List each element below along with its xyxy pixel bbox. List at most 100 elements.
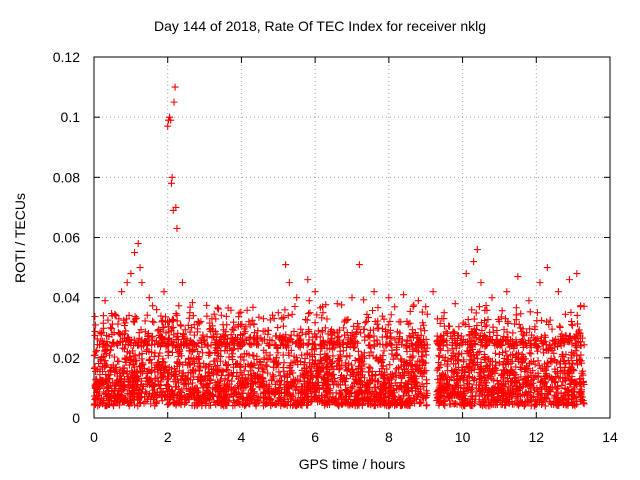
data-point: [565, 276, 573, 284]
data-point-band: [262, 349, 270, 357]
data-point-band: [303, 350, 311, 358]
data-point-band: [205, 395, 213, 403]
data-point-mid: [464, 316, 472, 324]
data-point-band: [492, 349, 500, 357]
data-point-mid: [512, 311, 520, 319]
data-point: [145, 294, 153, 302]
data-point-mid: [288, 310, 296, 318]
data-point-mid: [195, 319, 203, 327]
data-point: [536, 279, 544, 287]
data-point-band: [280, 359, 288, 367]
data-point-band: [207, 376, 215, 384]
data-point-band: [122, 354, 130, 362]
data-point-band: [264, 369, 272, 377]
data-point-band: [252, 400, 260, 408]
data-point-band: [281, 386, 289, 394]
data-point-band: [106, 367, 114, 375]
data-point-mid: [150, 318, 158, 326]
data-point-band: [389, 372, 397, 380]
data-point-band: [290, 375, 298, 383]
data-point-band: [273, 378, 281, 386]
data-point-band: [379, 386, 387, 394]
data-point-band: [342, 363, 350, 371]
data-point-band: [298, 351, 306, 359]
data-point-band: [210, 398, 218, 406]
data-point-band: [114, 379, 121, 387]
data-point-band: [239, 395, 247, 403]
data-point-mid: [214, 305, 222, 313]
data-point-mid: [306, 309, 314, 317]
data-point-band: [328, 359, 336, 367]
data-point-band: [94, 394, 102, 402]
data-point-band: [228, 372, 236, 380]
data-point-band: [275, 384, 283, 392]
data-point-band: [256, 383, 264, 391]
data-point-band: [298, 366, 306, 374]
data-point-band: [166, 399, 174, 407]
data-point: [355, 261, 363, 269]
data-point-band: [188, 392, 196, 400]
data-point-band: [355, 355, 363, 363]
data-point-band: [240, 367, 248, 375]
data-point-band: [135, 385, 143, 393]
data-point-band: [173, 358, 181, 366]
data-point-mid: [193, 328, 201, 336]
data-point-band: [311, 385, 319, 393]
data-point-mid: [538, 316, 546, 324]
data-point-mid: [378, 312, 386, 320]
data-point-band: [283, 373, 291, 381]
data-point-band: [228, 377, 236, 385]
data-point-band: [499, 349, 507, 357]
data-point-band: [165, 400, 173, 408]
data-point-band: [194, 355, 202, 363]
data-point-band: [376, 353, 384, 361]
data-point-mid: [512, 304, 520, 312]
data-point-band: [238, 380, 246, 388]
data-point-mid: [99, 312, 107, 320]
data-point-band: [294, 361, 302, 369]
data-points: [90, 83, 588, 410]
data-point-mid: [450, 328, 458, 336]
data-point-band: [352, 376, 360, 384]
data-point-band: [206, 349, 214, 357]
data-point: [167, 179, 175, 187]
data-point-band: [416, 369, 424, 377]
data-point-band: [335, 395, 343, 403]
data-point-band: [365, 379, 373, 387]
data-point-band: [526, 349, 534, 357]
data-point: [311, 288, 319, 296]
data-point-band: [376, 382, 384, 390]
data-point-band: [146, 375, 154, 383]
data-point-band: [217, 353, 225, 361]
data-point-band: [322, 354, 330, 362]
data-point-mid: [303, 316, 311, 324]
data-point-mid: [338, 301, 346, 309]
data-point-band: [240, 356, 248, 364]
data-point-mid: [240, 329, 248, 337]
data-point-band: [343, 387, 351, 395]
data-point: [473, 246, 481, 254]
data-point-band: [527, 350, 535, 358]
data-point-band: [420, 392, 428, 400]
data-point-mid: [363, 310, 371, 318]
data-point-band: [199, 349, 207, 357]
data-point-band: [392, 373, 400, 381]
data-point-band: [324, 371, 332, 379]
data-point-band: [186, 328, 194, 336]
data-point-band: [174, 375, 182, 383]
data-point-band: [347, 399, 355, 407]
data-point: [573, 270, 581, 278]
data-point-mid: [470, 315, 478, 323]
data-point-band: [150, 393, 158, 401]
data-point-band: [259, 368, 267, 376]
data-point-band: [234, 375, 242, 383]
data-point-mid: [374, 324, 382, 332]
data-point-band: [182, 377, 190, 385]
x-tick-label: 4: [238, 429, 246, 445]
data-point-band: [142, 374, 150, 382]
data-point-band: [348, 338, 356, 346]
data-point-band: [342, 375, 350, 383]
data-point-band: [399, 392, 407, 400]
data-point-band: [273, 354, 281, 362]
data-point-mid: [190, 331, 198, 339]
